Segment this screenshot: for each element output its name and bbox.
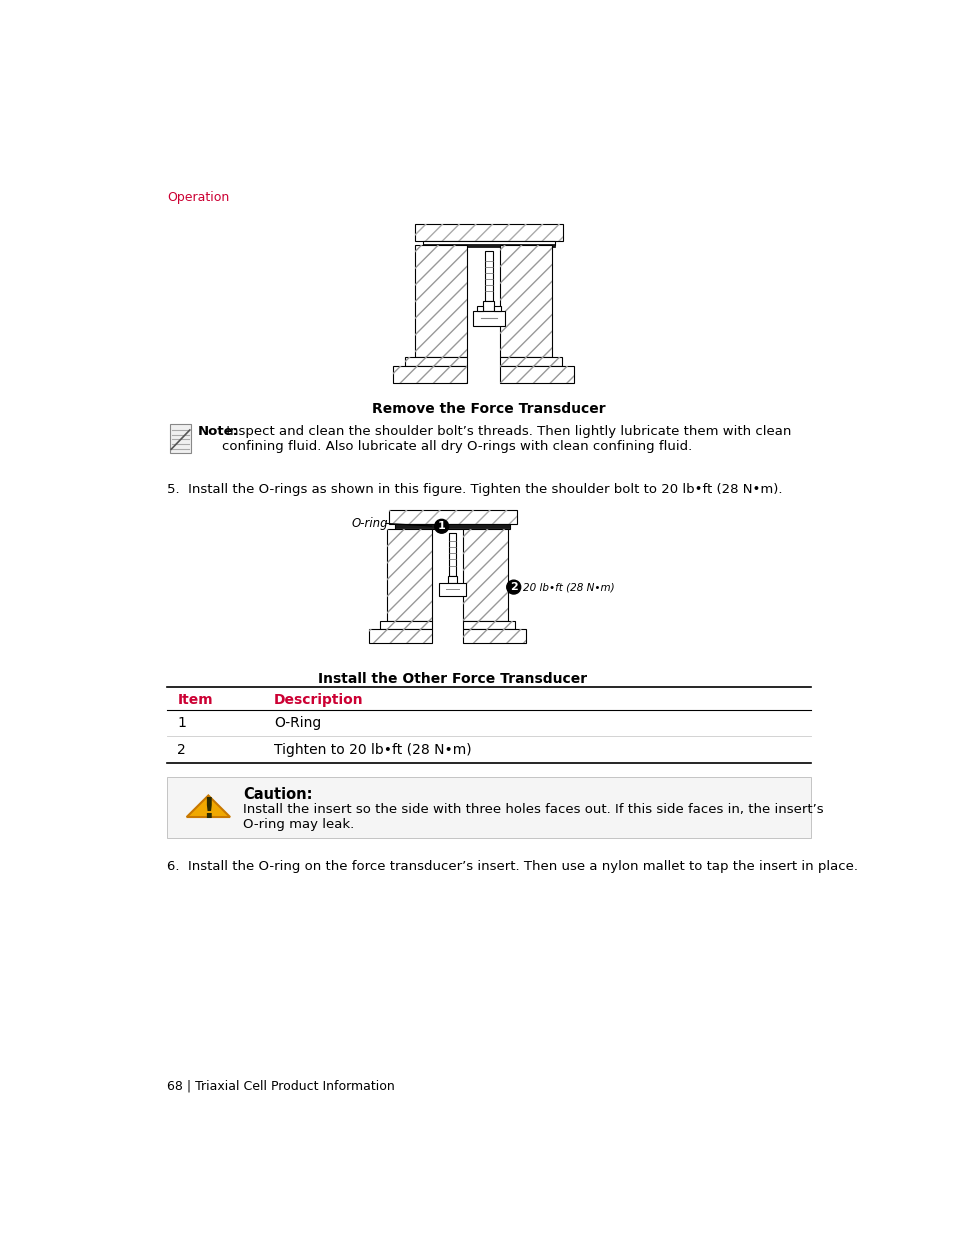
Bar <box>438 583 466 595</box>
Text: 1: 1 <box>437 521 445 531</box>
Text: 68 | Triaxial Cell Product Information: 68 | Triaxial Cell Product Information <box>167 1079 395 1093</box>
Bar <box>447 576 456 583</box>
Circle shape <box>506 580 520 594</box>
Bar <box>389 510 517 524</box>
Bar <box>422 241 555 246</box>
Bar <box>499 357 561 366</box>
Bar <box>462 629 525 642</box>
Bar <box>387 529 432 621</box>
Text: Item: Item <box>177 693 213 708</box>
Bar <box>387 529 432 621</box>
Bar <box>494 306 500 311</box>
Bar <box>379 621 432 629</box>
Bar <box>170 424 192 453</box>
Bar <box>499 366 574 383</box>
Bar <box>449 534 456 576</box>
Bar <box>422 243 555 247</box>
Bar <box>462 629 525 642</box>
Bar <box>415 246 467 357</box>
Bar <box>499 357 561 366</box>
Text: O-Ring: O-Ring <box>274 716 321 730</box>
Bar <box>369 629 432 642</box>
Bar <box>472 311 505 326</box>
Text: Install the insert so the side with three holes faces out. If this side faces in: Install the insert so the side with thre… <box>243 803 823 831</box>
Bar <box>395 524 509 529</box>
Bar <box>484 252 493 301</box>
Bar <box>405 357 467 366</box>
Bar <box>369 629 432 642</box>
Bar <box>415 246 467 357</box>
Bar <box>405 357 467 366</box>
Bar <box>476 306 483 311</box>
Bar <box>393 366 467 383</box>
Text: 2: 2 <box>177 742 186 757</box>
Text: 6.  Install the O-ring on the force transducer’s insert. Then use a nylon mallet: 6. Install the O-ring on the force trans… <box>167 860 858 873</box>
Bar <box>462 621 515 629</box>
Bar <box>415 224 562 241</box>
Bar <box>462 621 515 629</box>
Text: Inspect and clean the shoulder bolt’s threads. Then lightly lubricate them with : Inspect and clean the shoulder bolt’s th… <box>222 425 791 453</box>
Bar <box>483 301 494 311</box>
Text: Install the Other Force Transducer: Install the Other Force Transducer <box>317 672 586 685</box>
Bar <box>393 366 467 383</box>
Text: Note:: Note: <box>197 425 238 438</box>
Text: 1: 1 <box>177 716 186 730</box>
Text: !: ! <box>202 797 214 825</box>
Text: O-ring: O-ring <box>352 516 388 530</box>
Polygon shape <box>187 795 230 818</box>
Bar <box>462 529 507 621</box>
Bar <box>499 246 552 357</box>
Text: 20 lb•ft (28 N•m): 20 lb•ft (28 N•m) <box>522 582 614 592</box>
Bar <box>415 224 562 241</box>
Text: 2: 2 <box>509 582 517 592</box>
Text: Operation: Operation <box>167 190 230 204</box>
Text: Caution:: Caution: <box>243 787 313 803</box>
Bar <box>462 529 507 621</box>
Bar <box>379 621 432 629</box>
Text: Remove the Force Transducer: Remove the Force Transducer <box>372 403 605 416</box>
Text: Description: Description <box>274 693 363 708</box>
Bar <box>389 510 517 524</box>
Bar <box>395 524 509 527</box>
Bar <box>499 246 552 357</box>
Text: 5.  Install the O-rings as shown in this figure. Tighten the shoulder bolt to 20: 5. Install the O-rings as shown in this … <box>167 483 782 496</box>
Text: Tighten to 20 lb•ft (28 N•m): Tighten to 20 lb•ft (28 N•m) <box>274 742 472 757</box>
Circle shape <box>435 520 448 534</box>
Bar <box>167 777 810 839</box>
Bar <box>499 366 574 383</box>
